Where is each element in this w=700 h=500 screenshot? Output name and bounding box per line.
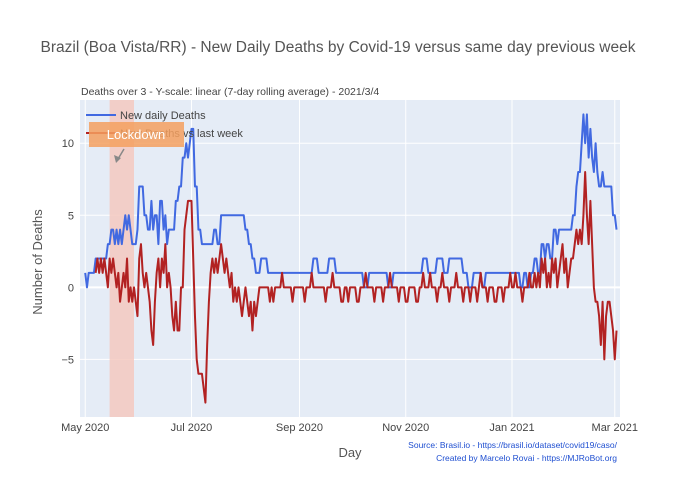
x-tick-label: May 2020 (61, 422, 109, 434)
y-tick-label: 0 (68, 282, 74, 294)
y-tick-label: 10 (62, 138, 74, 150)
plot-area (80, 100, 620, 417)
legend-label-daily: New daily Deaths (120, 110, 206, 122)
chart-subtitle: Deaths over 3 - Y-scale: linear (7-day r… (81, 86, 379, 98)
series-layer (84, 113, 618, 404)
credit-text: Created by Marcelo Rovai - https://MJRoB… (436, 453, 617, 463)
source-text: Source: Brasil.io - https://brasil.io/da… (408, 440, 617, 450)
tick-labels: −5 0 5 10 May 2020 Jul 2020 Sep 2020 Nov 2020 Ja… (61, 138, 638, 434)
x-axis-label: Day (338, 445, 362, 460)
y-tick-label: −5 (61, 354, 74, 366)
x-tick-label: Jan 2021 (489, 422, 534, 434)
chart-title: Brazil (Boa Vista/RR) - New Daily Deaths… (41, 39, 636, 56)
x-tick-label: Mar 2021 (592, 422, 638, 434)
lockdown-annotation: Lockdown (89, 122, 184, 163)
y-tick-label: 5 (68, 210, 74, 222)
annotation-arrowhead (114, 155, 121, 163)
annotation-text: Lockdown (107, 127, 166, 142)
annotation-box (89, 122, 184, 147)
y-axis-label: Number of Deaths (30, 209, 45, 315)
x-tick-label: Jul 2020 (171, 422, 213, 434)
series-line-new-daily-deaths (84, 113, 618, 289)
x-tick-label: Sep 2020 (276, 422, 323, 434)
series-line-vs-last-week (94, 171, 618, 404)
x-tick-label: Nov 2020 (382, 422, 429, 434)
